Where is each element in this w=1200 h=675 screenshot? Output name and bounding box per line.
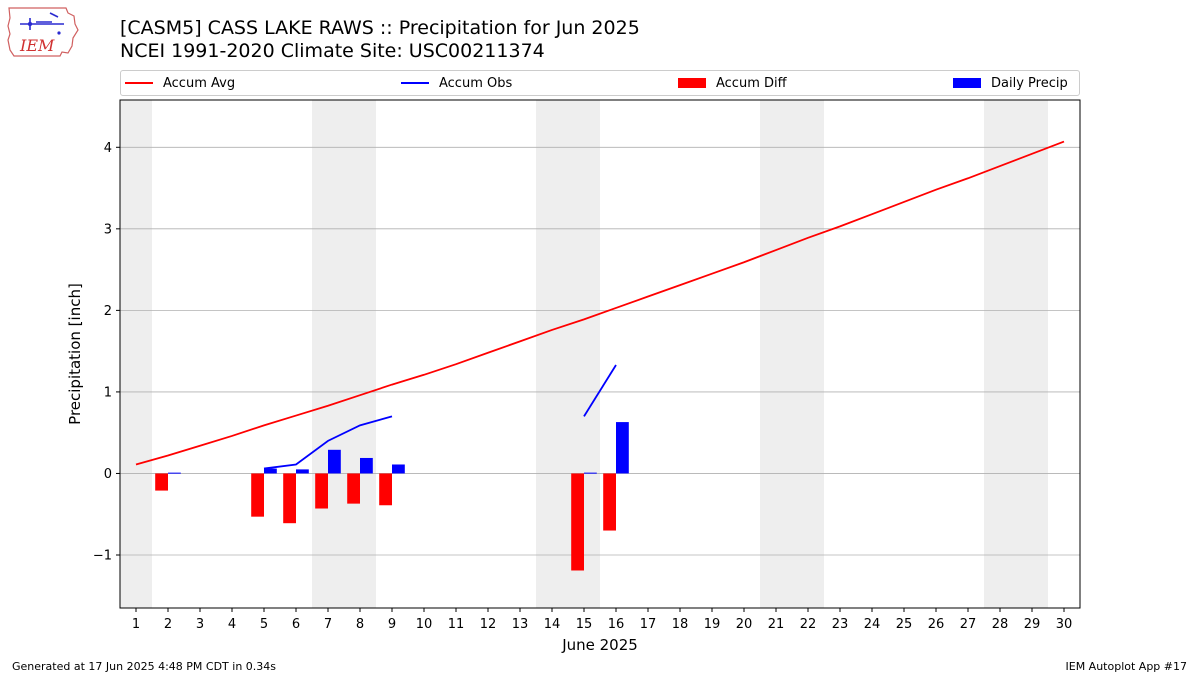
x-tick-label: 17: [640, 617, 657, 632]
chart-title: [CASM5] CASS LAKE RAWS :: Precipitation …: [120, 17, 640, 39]
weekend-band: [120, 100, 152, 608]
legend-label-daily-precip: Daily Precip: [991, 75, 1068, 91]
legend-label-accum-avg: Accum Avg: [163, 75, 236, 91]
x-tick-label: 22: [800, 617, 817, 632]
legend-swatch-daily-precip: [953, 78, 981, 88]
x-tick-label: 5: [260, 617, 268, 632]
weekend-band: [312, 100, 344, 608]
weekend-band: [344, 100, 376, 608]
chart-subtitle: NCEI 1991-2020 Climate Site: USC00211374: [120, 40, 545, 62]
x-tick-label: 24: [864, 617, 881, 632]
legend-swatch-accum-diff: [678, 78, 706, 88]
daily-precip-bar: [392, 464, 405, 474]
x-tick-label: 25: [896, 617, 913, 632]
legend-item-accum-obs: Accum Obs: [401, 71, 512, 95]
x-tick-label: 20: [736, 617, 753, 632]
x-tick-label: 16: [608, 617, 625, 632]
x-tick-label: 18: [672, 617, 689, 632]
accum-diff-bar: [347, 473, 360, 504]
x-tick-label: 4: [228, 617, 236, 632]
accum-diff-bar: [251, 473, 264, 517]
x-tick-label: 21: [768, 617, 785, 632]
x-tick-label: 19: [704, 617, 721, 632]
accum-avg-line: [135, 140, 1065, 466]
x-tick-label: 29: [1024, 617, 1041, 632]
plot-frame: [119, 99, 1081, 609]
y-axis-label: Precipitation [inch]: [66, 283, 84, 425]
accum-obs-line: [583, 364, 617, 417]
accum-diff-bar: [379, 473, 392, 506]
bars: [155, 422, 629, 571]
legend-item-daily-precip: Daily Precip: [953, 71, 1068, 95]
weekend-band: [984, 100, 1016, 608]
y-tick-label: −1: [93, 548, 112, 563]
daily-precip-bar: [360, 457, 373, 474]
accum-diff-bar: [603, 473, 616, 531]
x-tick-label: 6: [292, 617, 300, 632]
y-tick-label: 0: [104, 467, 112, 482]
y-tick-label: 3: [104, 222, 112, 237]
x-tick-label: 15: [576, 617, 593, 632]
x-tick-label: 27: [960, 617, 977, 632]
x-tick-label: 9: [388, 617, 396, 632]
legend-label-accum-diff: Accum Diff: [716, 75, 787, 91]
chart-legend: Accum Avg Accum Obs Accum Diff Daily Pre…: [120, 70, 1080, 96]
weekend-band: [760, 100, 792, 608]
accum-diff-bar: [571, 473, 584, 571]
daily-precip-bar: [584, 472, 597, 474]
x-tick-label: 23: [832, 617, 849, 632]
accum-diff-bar: [283, 473, 296, 524]
x-tick-label: 13: [512, 617, 529, 632]
series-lines: [135, 140, 1065, 470]
y-tick-label: 4: [104, 141, 112, 156]
weekend-band: [792, 100, 824, 608]
x-tick-label: 30: [1056, 617, 1073, 632]
footer-generated: Generated at 17 Jun 2025 4:48 PM CDT in …: [12, 660, 277, 673]
x-tick-label: 14: [544, 617, 561, 632]
legend-swatch-accum-obs: [401, 82, 429, 84]
x-tick-label: 10: [416, 617, 433, 632]
legend-item-accum-diff: Accum Diff: [678, 71, 787, 95]
svg-text:IEM: IEM: [19, 36, 55, 55]
daily-precip-bar: [168, 472, 181, 474]
daily-precip-bar: [328, 449, 341, 474]
x-tick-label: 28: [992, 617, 1009, 632]
legend-item-accum-avg: Accum Avg: [125, 71, 235, 95]
daily-precip-bar: [264, 468, 277, 474]
footer-app: IEM Autoplot App #17: [1065, 660, 1188, 673]
accum-diff-bar: [155, 473, 168, 491]
x-tick-label: 11: [448, 617, 465, 632]
weekend-band: [536, 100, 568, 608]
x-axis-label: June 2025: [561, 636, 638, 654]
x-tick-label: 2: [164, 617, 172, 632]
y-tick-label: 1: [104, 385, 112, 400]
x-tick-label: 12: [480, 617, 497, 632]
x-tick-label: 8: [356, 617, 364, 632]
weekend-band: [1016, 100, 1048, 608]
x-tick-label: 26: [928, 617, 945, 632]
accum-diff-bar: [315, 473, 328, 509]
x-tick-label: 3: [196, 617, 204, 632]
daily-precip-bar: [616, 422, 629, 474]
iem-logo: IEM: [7, 7, 79, 57]
y-tick-label: 2: [104, 304, 112, 319]
weekend-bands: [120, 100, 1048, 608]
daily-precip-bar: [296, 469, 309, 474]
legend-swatch-accum-avg: [125, 82, 153, 84]
accum-obs-line: [263, 415, 393, 470]
x-tick-label: 1: [132, 617, 140, 632]
legend-label-accum-obs: Accum Obs: [439, 75, 513, 91]
x-tick-label: 7: [324, 617, 332, 632]
